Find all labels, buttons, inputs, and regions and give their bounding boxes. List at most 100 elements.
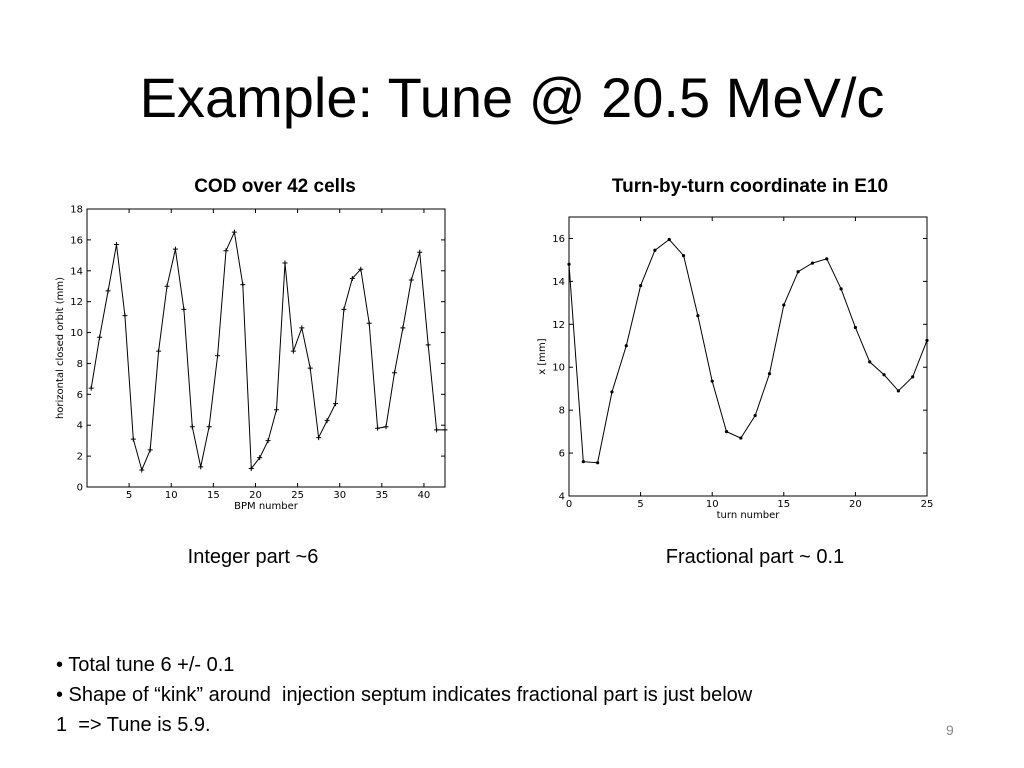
data-point xyxy=(215,353,221,359)
data-point xyxy=(739,436,743,440)
x-tick-label: 10 xyxy=(165,490,178,501)
x-tick-label: 40 xyxy=(418,490,431,501)
x-tick-label: 5 xyxy=(126,490,132,501)
data-point xyxy=(299,325,305,331)
y-tick-label: 10 xyxy=(552,363,565,374)
data-point xyxy=(290,348,296,354)
bullet-list: • Total tune 6 +/- 0.1 • Shape of “kink”… xyxy=(56,650,936,740)
data-point xyxy=(825,257,829,261)
data-point xyxy=(341,306,347,312)
data-point xyxy=(265,438,271,444)
data-point xyxy=(681,254,686,258)
data-point xyxy=(417,249,423,255)
x-tick-label: 15 xyxy=(207,490,220,501)
data-point xyxy=(349,276,355,281)
data-point xyxy=(248,465,254,471)
data-point xyxy=(147,447,153,453)
data-point xyxy=(925,338,929,343)
data-point xyxy=(316,435,322,441)
y-tick-label: 16 xyxy=(70,235,83,246)
data-point xyxy=(696,314,700,318)
data-point xyxy=(896,389,900,393)
data-point xyxy=(358,266,364,272)
data-point xyxy=(231,229,237,235)
data-point xyxy=(767,372,772,376)
data-point xyxy=(596,461,600,465)
y-tick-label: 18 xyxy=(70,205,83,216)
data-point xyxy=(105,288,111,294)
y-tick-label: 6 xyxy=(559,449,565,460)
x-tick-label: 20 xyxy=(249,490,262,501)
data-point xyxy=(181,306,187,312)
data-point xyxy=(172,246,178,252)
x-tick-label: 35 xyxy=(375,490,388,501)
data-point xyxy=(257,455,263,461)
integer-part-note: Integer part ~6 xyxy=(187,546,319,568)
data-point xyxy=(139,467,145,473)
data-point xyxy=(853,325,858,330)
bullet-item: • Shape of “kink” around injection septu… xyxy=(56,684,753,706)
data-point xyxy=(624,344,628,348)
data-point xyxy=(122,313,128,319)
data-point xyxy=(442,427,448,433)
series-line xyxy=(568,238,928,464)
data-point xyxy=(810,261,815,265)
data-point xyxy=(332,401,338,407)
data-point xyxy=(383,424,389,430)
x-tick-label: 5 xyxy=(637,499,643,510)
data-point xyxy=(724,430,729,434)
bullet-item: • Total tune 6 +/- 0.1 xyxy=(56,654,235,676)
data-point xyxy=(581,460,585,464)
data-point xyxy=(434,427,440,433)
x-tick-label: 10 xyxy=(706,499,719,510)
y-tick-label: 12 xyxy=(70,297,83,308)
data-point xyxy=(156,348,162,354)
data-point xyxy=(839,287,843,291)
data-point xyxy=(274,407,280,413)
data-point xyxy=(113,242,119,248)
x-axis-label: turn number xyxy=(717,510,781,521)
data-point xyxy=(796,270,800,274)
y-tick-label: 2 xyxy=(77,452,83,463)
data-point xyxy=(130,436,136,442)
x-tick-label: 25 xyxy=(921,499,934,510)
y-tick-label: 0 xyxy=(77,483,83,494)
x-tick-label: 25 xyxy=(291,490,304,501)
y-tick-label: 4 xyxy=(559,492,565,503)
x-tick-label: 20 xyxy=(849,499,862,510)
data-point xyxy=(911,375,915,379)
data-point xyxy=(223,248,229,254)
data-point xyxy=(240,282,246,288)
y-tick-label: 6 xyxy=(77,390,83,401)
plot-frame xyxy=(568,216,928,497)
data-point xyxy=(610,390,614,394)
y-tick-label: 8 xyxy=(559,406,565,417)
slide-title: Example: Tune @ 20.5 MeV/c xyxy=(139,66,885,129)
right-chart-caption: Turn-by-turn coordinate in E10 xyxy=(611,176,889,197)
y-axis-label: horizontal closed orbit (mm) xyxy=(55,277,66,419)
y-tick-label: 10 xyxy=(70,328,83,339)
data-point xyxy=(324,418,330,424)
y-tick-label: 8 xyxy=(77,359,83,370)
x-tick-label: 30 xyxy=(333,490,346,501)
y-tick-label: 4 xyxy=(77,421,83,432)
data-point xyxy=(282,260,288,266)
x-tick-label: 0 xyxy=(566,499,572,510)
x-axis-label: BPM number xyxy=(234,501,299,512)
data-point xyxy=(307,365,313,371)
data-point xyxy=(391,370,397,376)
data-point xyxy=(408,277,414,283)
data-point xyxy=(753,413,757,418)
data-point xyxy=(97,334,103,340)
y-tick-label: 12 xyxy=(552,320,565,331)
data-point xyxy=(164,283,170,289)
y-tick-label: 14 xyxy=(552,277,565,288)
data-point xyxy=(375,425,381,431)
data-point xyxy=(653,248,657,252)
x-tick-label: 15 xyxy=(777,499,790,510)
data-point xyxy=(198,464,204,470)
data-point xyxy=(882,373,886,377)
data-point xyxy=(88,385,94,391)
